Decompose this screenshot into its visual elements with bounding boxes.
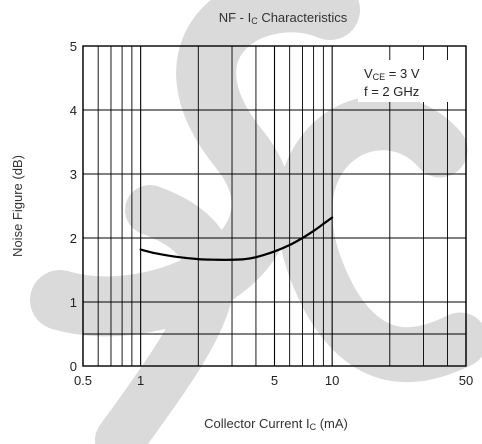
annotation-box [358, 60, 450, 102]
y-tick-label: 1 [70, 295, 77, 310]
annotation-freq: f = 2 GHz [364, 84, 419, 99]
y-tick-label: 0 [70, 359, 77, 374]
watermark [30, 0, 482, 444]
x-tick-label: 0.5 [74, 373, 92, 388]
nf-curve [139, 216, 334, 261]
y-tick-label: 4 [70, 103, 77, 118]
y-tick-label: 2 [70, 231, 77, 246]
chart-title: NF - IC Characteristics [219, 10, 348, 26]
x-tick-label: 10 [325, 373, 339, 388]
y-tick-label: 3 [70, 167, 77, 182]
y-tick-labels: 0 1 2 3 4 5 [70, 39, 77, 374]
watermark-stroke [95, 185, 235, 444]
x-tick-labels: 0.5 1 5 10 50 [74, 373, 473, 388]
watermark-c-shape [277, 95, 482, 383]
x-tick-label: 5 [271, 373, 278, 388]
x-axis-label: Collector Current IC (mA) [204, 416, 348, 432]
series-layer [139, 216, 334, 261]
y-axis-label: Noise Figure (dB) [10, 155, 25, 257]
annotation-vce: VCE = 3 V [364, 66, 420, 82]
watermark-s-shape [30, 0, 360, 337]
x-tick-label: 1 [137, 373, 144, 388]
y-tick-label: 5 [70, 39, 77, 54]
x-tick-label: 50 [459, 373, 473, 388]
plot-frame [82, 45, 467, 367]
